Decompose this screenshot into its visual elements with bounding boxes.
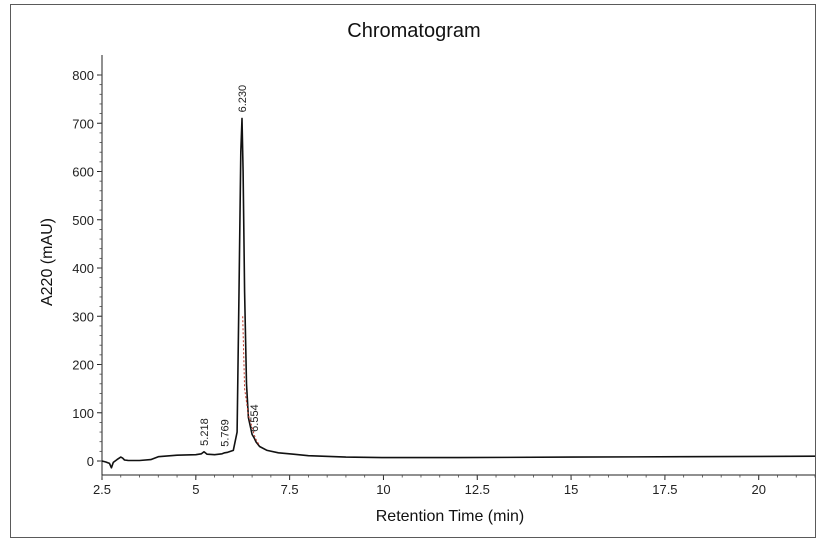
y-tick-label: 500	[72, 213, 94, 228]
signal-trace	[101, 117, 816, 469]
peak-label: 6.230	[237, 85, 249, 113]
x-tick-label: 5	[192, 482, 199, 497]
y-axis-title: A220 (mAU)	[39, 218, 56, 306]
y-tick-label: 400	[72, 261, 94, 276]
chart-frame	[10, 4, 816, 538]
axes	[101, 55, 815, 476]
x-tick-label: 10	[376, 482, 390, 497]
x-tick-label: 12.5	[465, 482, 490, 497]
x-tick-label: 20	[751, 482, 765, 497]
x-tick-label: 2.5	[93, 482, 111, 497]
baseline-fit-trace	[242, 316, 261, 446]
x-tick-label: 17.5	[652, 482, 677, 497]
y-tick-label: 100	[72, 406, 94, 421]
y-tick-label: 200	[72, 358, 94, 373]
x-axis-title: Retention Time (min)	[376, 508, 525, 525]
y-tick-label: 300	[72, 309, 94, 324]
y-tick-label: 700	[72, 116, 94, 131]
y-axis-ticks: 0 100 200 300 400 500 600 700 800	[72, 68, 102, 469]
y-tick-label: 800	[72, 68, 94, 83]
x-tick-label: 7.5	[281, 482, 299, 497]
peak-label: 5.218	[199, 418, 211, 446]
x-axis-ticks: 2.5 5 7.5 10 12.5 15 17.5 20	[93, 475, 816, 497]
peak-labels: 5.218 5.769 6.230 6.554	[199, 85, 261, 447]
series-lines	[101, 117, 816, 469]
chart-title: Chromatogram	[347, 20, 480, 42]
x-tick-label: 15	[564, 482, 578, 497]
y-tick-label: 0	[87, 454, 94, 469]
peak-label: 5.769	[220, 419, 232, 447]
y-tick-label: 600	[72, 165, 94, 180]
peak-label: 6.554	[249, 404, 261, 432]
